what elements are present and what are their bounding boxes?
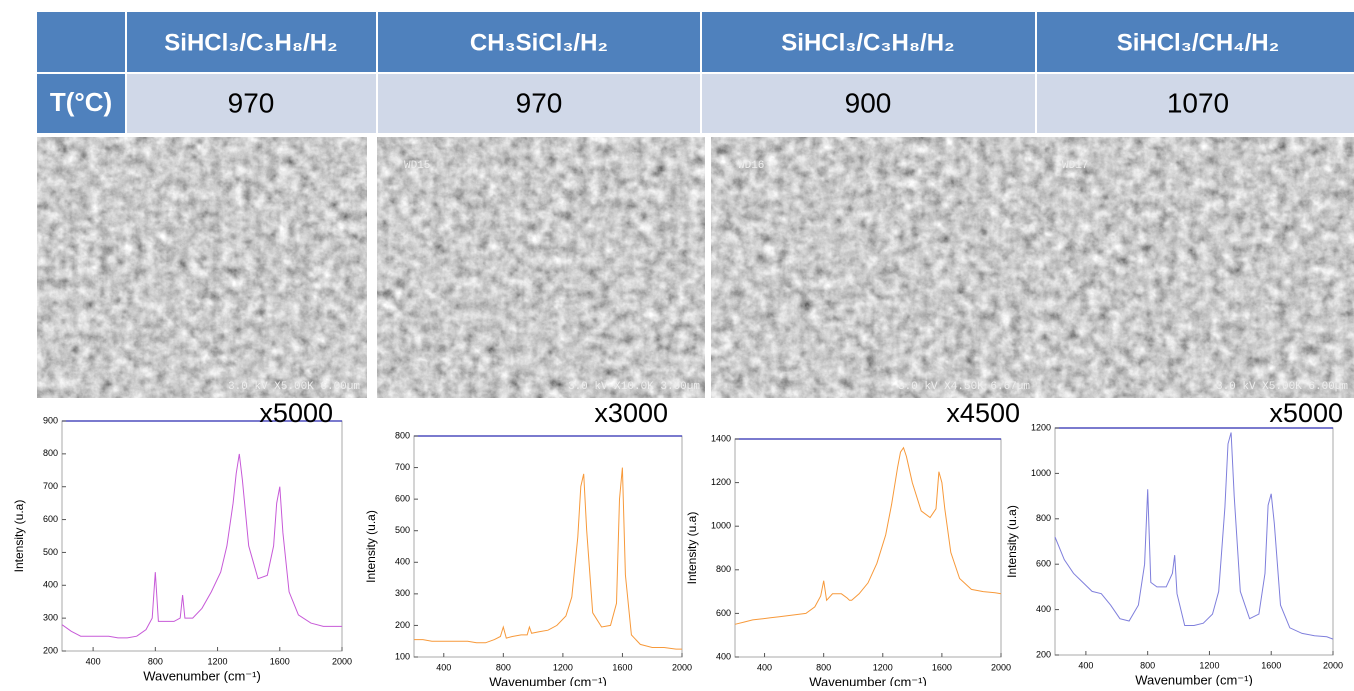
y-tick-label: 400 — [716, 651, 731, 661]
x-tick-label: 2000 — [672, 662, 692, 672]
cell-value: 970 — [228, 87, 275, 118]
y-tick-label: 600 — [395, 494, 410, 504]
y-tick-label: 300 — [395, 588, 410, 598]
y-tick-label: 600 — [716, 608, 731, 618]
x-tick-label: 1200 — [1199, 660, 1219, 670]
header-cell — [127, 12, 376, 72]
magnification: x3000 — [594, 398, 668, 428]
sem-image — [1040, 137, 1354, 398]
image-overlay: WD16 — [738, 160, 764, 172]
value-cell — [702, 74, 1035, 133]
x-tick-label: 800 — [816, 662, 831, 672]
plot-frame — [1054, 427, 1334, 656]
plot-frame — [734, 438, 1002, 658]
value-cell — [1037, 74, 1354, 133]
column-header: CH₃SiCl₃/H₂ — [470, 29, 608, 56]
row-label-cell — [37, 74, 125, 133]
y-tick-label: 800 — [43, 448, 58, 458]
y-axis-label: Intensity (u.a) — [685, 512, 699, 585]
y-tick-label: 300 — [43, 613, 58, 623]
sem-image — [711, 137, 1040, 398]
x-tick-label: 2000 — [1323, 660, 1343, 670]
y-tick-label: 800 — [716, 564, 731, 574]
sem-image — [377, 137, 705, 398]
column-header: SiHCl₃/C₃H₈/H₂ — [164, 29, 337, 56]
column-header: SiHCl₃/C₃H₈/H₂ — [781, 29, 954, 56]
magnification: x5000 — [259, 398, 333, 428]
image-overlay: 3.0 kV X10.0K 3.00µm — [568, 381, 700, 393]
y-tick-label: 400 — [1036, 604, 1051, 614]
cell-value: 1070 — [1167, 87, 1229, 118]
y-tick-label: 600 — [1036, 559, 1051, 569]
spectrum-line — [414, 467, 682, 650]
y-tick-label: 1400 — [711, 433, 731, 443]
header-cell — [378, 12, 700, 72]
x-tick-label: 400 — [1078, 660, 1093, 670]
header-cell — [37, 12, 125, 72]
y-tick-label: 1200 — [1031, 422, 1051, 432]
spectrum-line — [61, 453, 342, 639]
header-cell — [1037, 12, 1354, 72]
x-tick-label: 400 — [436, 662, 451, 672]
x-tick-label: 1600 — [1261, 660, 1281, 670]
y-tick-label: 500 — [43, 547, 58, 557]
x-axis-label: Wavenumber (cm⁻¹) — [1135, 672, 1253, 686]
spectrum-line — [734, 446, 1002, 625]
y-tick-label: 200 — [43, 645, 58, 655]
x-tick-label: 1200 — [873, 662, 893, 672]
cell-value: 900 — [845, 87, 892, 118]
y-axis-label: Intensity (u.a) — [12, 500, 26, 573]
magnification: x5000 — [1269, 398, 1343, 428]
image-overlay: 3.0 kV X4.50K 6.67µm — [898, 381, 1030, 393]
x-tick-label: 1600 — [612, 662, 632, 672]
x-tick-label: 1600 — [270, 656, 290, 666]
x-axis-label: Wavenumber (cm⁻¹) — [143, 668, 261, 683]
x-axis-label: Wavenumber (cm⁻¹) — [809, 674, 927, 686]
x-axis-label: Wavenumber (cm⁻¹) — [489, 674, 607, 686]
x-tick-label: 2000 — [991, 662, 1011, 672]
y-tick-label: 200 — [395, 620, 410, 630]
value-cell — [127, 74, 376, 133]
x-tick-label: 800 — [148, 656, 163, 666]
y-tick-label: 900 — [43, 415, 58, 425]
column-header: SiHCl₃/CH₄/H₂ — [1117, 29, 1280, 56]
y-tick-label: 800 — [395, 430, 410, 440]
header-cell — [702, 12, 1035, 72]
x-tick-label: 2000 — [332, 656, 352, 666]
y-tick-label: 100 — [395, 651, 410, 661]
x-tick-label: 800 — [496, 662, 511, 672]
y-tick-label: 700 — [43, 481, 58, 491]
y-tick-label: 600 — [43, 514, 58, 524]
x-tick-label: 1600 — [932, 662, 952, 672]
image-overlay: WD15 — [404, 160, 430, 172]
x-tick-label: 1200 — [553, 662, 573, 672]
value-cell — [378, 74, 700, 133]
x-tick-label: 800 — [1140, 660, 1155, 670]
y-axis-label: Intensity (u.a) — [1005, 505, 1019, 578]
x-tick-label: 400 — [757, 662, 772, 672]
sem-image — [37, 137, 367, 398]
spectrum-line — [1054, 432, 1334, 640]
y-tick-label: 1000 — [711, 521, 731, 531]
x-tick-label: 1200 — [208, 656, 228, 666]
cell-value: 970 — [516, 87, 563, 118]
y-axis-label: Intensity (u.a) — [364, 510, 378, 583]
image-overlay: 3.0 kV X5.00K 6.00µm — [1216, 381, 1348, 393]
x-tick-label: 400 — [86, 656, 101, 666]
y-tick-label: 400 — [395, 557, 410, 567]
y-tick-label: 700 — [395, 462, 410, 472]
y-tick-label: 400 — [43, 580, 58, 590]
y-tick-label: 1200 — [711, 477, 731, 487]
row-label: T(°C) — [50, 87, 112, 117]
y-tick-label: 800 — [1036, 513, 1051, 523]
image-overlay: WD17 — [1062, 160, 1088, 172]
y-tick-label: 500 — [395, 525, 410, 535]
image-overlay: 3.0 kV X5.00K 6.00µm — [228, 381, 360, 393]
magnification: x4500 — [946, 398, 1020, 428]
y-tick-label: 1000 — [1031, 468, 1051, 478]
y-tick-label: 200 — [1036, 649, 1051, 659]
plot-frame — [413, 435, 683, 658]
